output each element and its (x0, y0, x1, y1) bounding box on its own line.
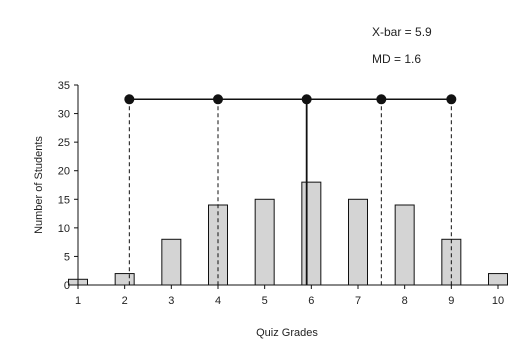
x-tick-label: 7 (355, 295, 361, 307)
x-tick-label: 2 (122, 295, 128, 307)
y-tick-label: 25 (58, 137, 70, 149)
deviation-marker (376, 94, 387, 105)
bar-grade-8 (394, 204, 415, 286)
mean-annotation: X-bar = 5.9 (372, 25, 432, 39)
y-tick-label: 30 (58, 109, 70, 121)
bar-grade-2 (114, 273, 135, 286)
x-tick-label: 6 (308, 295, 314, 307)
y-axis-label: Number of Students (33, 136, 45, 234)
y-tick-label: 15 (58, 194, 70, 206)
deviation-marker (446, 94, 457, 105)
x-tick-label: 1 (75, 295, 81, 307)
y-tick-label: 20 (58, 166, 70, 178)
bar-grade-5 (254, 198, 275, 286)
y-tick-label: 35 (58, 80, 70, 92)
bar-grade-4 (208, 204, 228, 286)
x-tick-label: 5 (262, 295, 268, 307)
md-annotation: MD = 1.6 (372, 52, 422, 66)
x-tick-label: 4 (215, 295, 221, 307)
deviation-marker (124, 94, 135, 105)
y-tick-label: 0 (64, 280, 70, 292)
x-axis-label: Quiz Grades (256, 327, 318, 339)
bar-grade-3 (161, 238, 182, 286)
bar-grade-10 (488, 273, 508, 286)
x-tick-label: 10 (492, 295, 504, 307)
y-tick-label: 5 (64, 251, 70, 263)
deviation-marker (213, 94, 223, 105)
x-tick-label: 8 (402, 295, 408, 307)
bar-grade-7 (348, 198, 368, 286)
x-tick-label: 9 (448, 295, 454, 307)
y-tick-label: 10 (58, 223, 70, 235)
bar-grade-6 (301, 181, 322, 286)
mean-marker (301, 94, 312, 105)
x-tick-label: 3 (168, 295, 174, 307)
